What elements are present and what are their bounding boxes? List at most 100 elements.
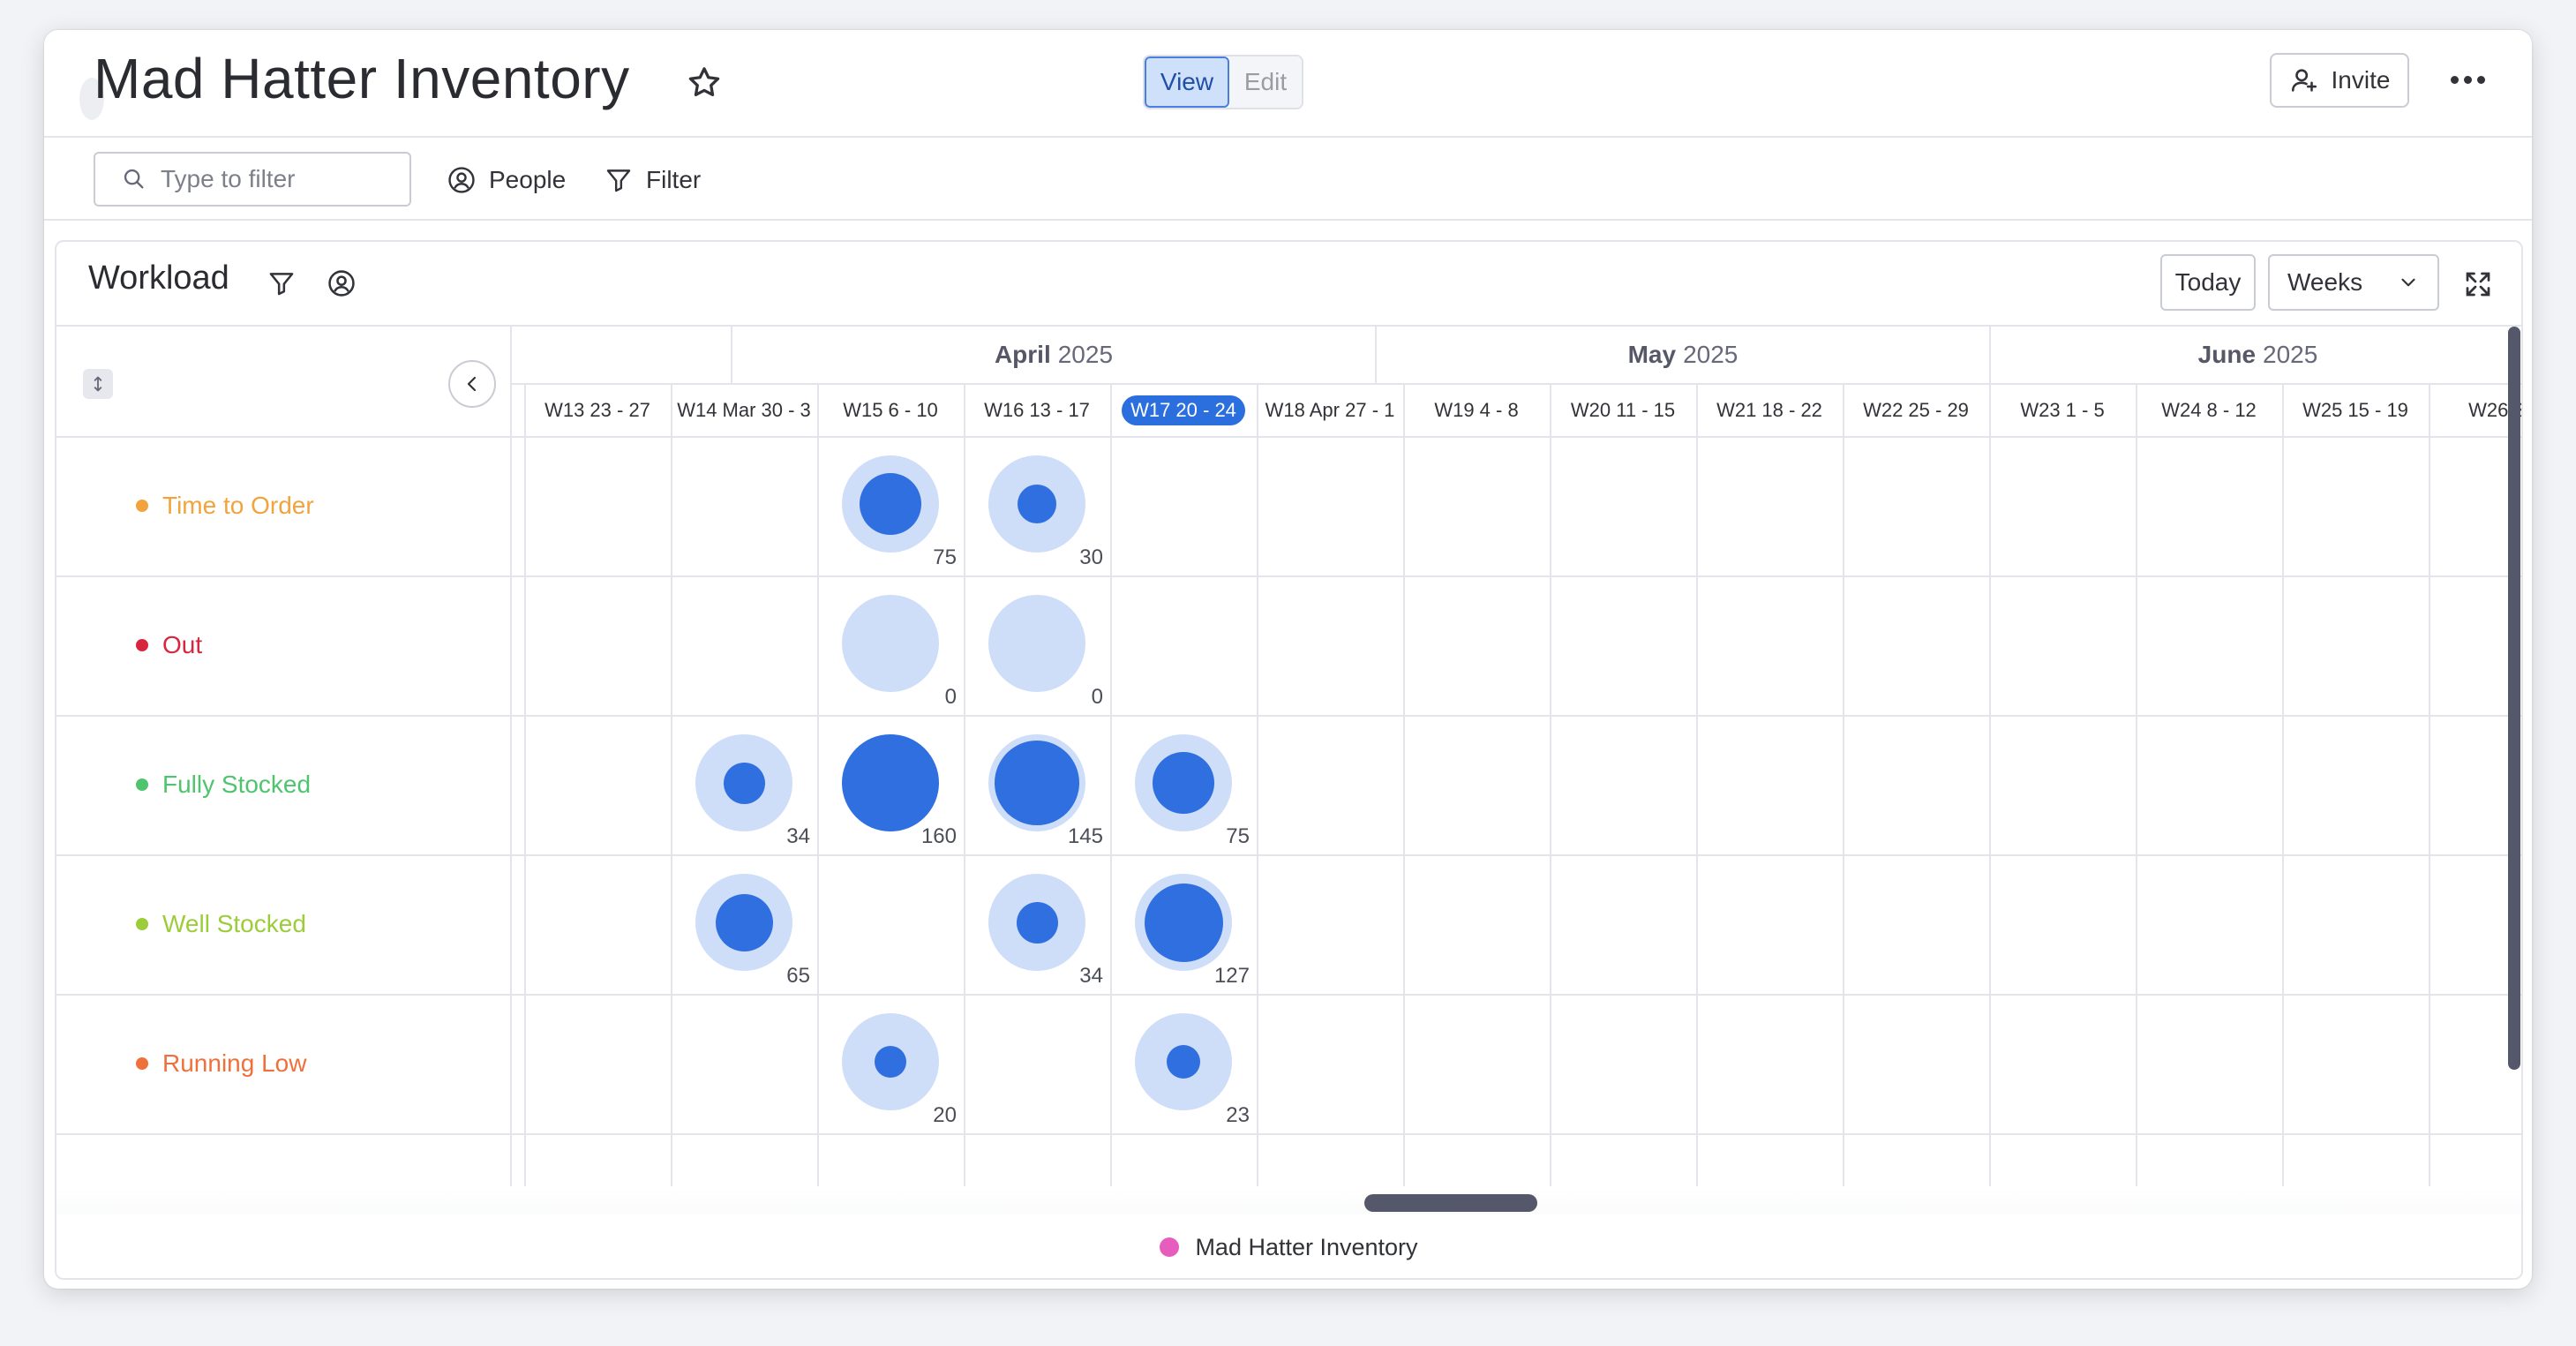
workload-bubble[interactable] xyxy=(695,874,792,971)
board-title[interactable]: Mad Hatter Inventory xyxy=(94,47,630,110)
workload-fill xyxy=(1018,485,1056,523)
workload-bubble[interactable] xyxy=(988,734,1085,831)
workload-fill xyxy=(1016,901,1058,944)
week-header[interactable]: W20 11 - 15 xyxy=(1550,385,1696,436)
workload-fill xyxy=(1144,883,1223,962)
filter-icon xyxy=(606,169,631,192)
filter-button[interactable]: Filter xyxy=(604,161,701,199)
collapse-panel-button[interactable] xyxy=(448,360,496,408)
workload-value: 0 xyxy=(944,685,957,709)
filter-label: Filter xyxy=(646,166,702,193)
status-row-label[interactable]: Well Stocked xyxy=(136,854,306,994)
workload-bubble[interactable] xyxy=(842,1013,939,1110)
week-header[interactable]: W14 Mar 30 - 3 xyxy=(671,385,817,436)
chevron-left-icon xyxy=(467,376,477,392)
workload-bubble[interactable] xyxy=(1135,874,1232,971)
status-label: Out xyxy=(162,631,203,658)
week-label: W18 Apr 27 - 1 xyxy=(1265,399,1395,421)
status-row-label[interactable]: Time to Order xyxy=(136,436,314,575)
week-header[interactable]: W22 25 - 29 xyxy=(1843,385,1989,436)
status-label: Well Stocked xyxy=(162,910,306,937)
legend-label: Mad Hatter Inventory xyxy=(1195,1233,1418,1260)
row-divider xyxy=(56,994,2521,996)
people-button[interactable]: People xyxy=(447,161,566,199)
week-label: W16 13 - 17 xyxy=(984,399,1090,421)
column-line xyxy=(817,385,819,1186)
star-icon[interactable] xyxy=(685,64,724,102)
week-label: W22 25 - 29 xyxy=(1863,399,1969,421)
filter-input[interactable]: Type to filter xyxy=(94,152,411,207)
workload-bubble[interactable] xyxy=(988,455,1085,553)
week-label: W24 8 - 12 xyxy=(2161,399,2257,421)
invite-button[interactable]: Invite xyxy=(2270,53,2409,108)
workload-bubble[interactable] xyxy=(842,734,939,831)
view-button[interactable]: View xyxy=(1145,56,1229,108)
workload-value: 75 xyxy=(1226,824,1250,848)
workload-widget: Workload Today Weeks xyxy=(55,240,2523,1280)
status-row-label[interactable]: Running Low xyxy=(136,994,306,1133)
workload-bubble[interactable] xyxy=(695,734,792,831)
week-header[interactable]: W15 6 - 10 xyxy=(817,385,964,436)
horizontal-scrollbar[interactable] xyxy=(1364,1194,1537,1212)
today-button[interactable]: Today xyxy=(2160,254,2256,311)
week-header[interactable]: W13 23 - 27 xyxy=(524,385,671,436)
column-line xyxy=(1696,385,1698,1186)
row-header-area xyxy=(56,327,510,436)
vertical-scrollbar[interactable] xyxy=(2508,327,2520,1070)
week-header[interactable]: W16 13 - 17 xyxy=(964,385,1110,436)
workload-bubble[interactable] xyxy=(1135,1013,1232,1110)
week-label: W14 Mar 30 - 3 xyxy=(677,399,811,421)
column-line xyxy=(671,385,672,1186)
status-row-label[interactable]: Fully Stocked xyxy=(136,715,311,854)
row-divider xyxy=(56,1133,2521,1135)
workload-bubble[interactable] xyxy=(842,455,939,553)
person-circle-icon[interactable] xyxy=(327,268,357,298)
month-header: April 2025 xyxy=(731,327,1375,383)
add-user-icon xyxy=(2291,69,2317,92)
workload-fill xyxy=(715,893,773,951)
people-label: People xyxy=(489,166,567,193)
board-header: Mad Hatter Inventory View Edit Invite xyxy=(44,30,2532,138)
status-row-label[interactable]: Out xyxy=(136,575,202,715)
workload-fill xyxy=(723,762,765,804)
workload-value: 20 xyxy=(933,1103,957,1127)
sort-icon[interactable] xyxy=(83,369,113,399)
workload-value: 75 xyxy=(933,545,957,569)
status-color-dot xyxy=(136,639,148,651)
months-divider xyxy=(510,383,2521,385)
status-color-dot xyxy=(136,500,148,512)
week-header[interactable]: W23 1 - 5 xyxy=(1989,385,2136,436)
more-options-icon[interactable] xyxy=(2445,62,2490,97)
workload-value: 145 xyxy=(1067,824,1103,848)
workload-value: 34 xyxy=(1079,964,1103,988)
column-line xyxy=(524,385,526,1186)
week-header[interactable]: W24 8 - 12 xyxy=(2136,385,2282,436)
time-scale-select[interactable]: Weeks xyxy=(2268,254,2439,311)
week-header[interactable]: W19 4 - 8 xyxy=(1403,385,1550,436)
week-header[interactable]: W25 15 - 19 xyxy=(2282,385,2429,436)
week-label: W23 1 - 5 xyxy=(2020,399,2105,421)
workload-bubble[interactable] xyxy=(842,595,939,692)
week-label: W21 18 - 22 xyxy=(1716,399,1822,421)
search-icon xyxy=(124,169,144,189)
week-header[interactable]: W18 Apr 27 - 1 xyxy=(1257,385,1403,436)
status-label: Running Low xyxy=(162,1049,307,1077)
workload-bubble[interactable] xyxy=(988,595,1085,692)
workload-bubble[interactable] xyxy=(1135,734,1232,831)
workload-fill xyxy=(875,1046,906,1078)
week-header[interactable]: W21 18 - 22 xyxy=(1696,385,1843,436)
week-header[interactable]: W17 20 - 24 xyxy=(1110,385,1257,436)
status-color-dot xyxy=(136,918,148,930)
workload-value: 30 xyxy=(1079,545,1103,569)
workload-bubble[interactable] xyxy=(988,874,1085,971)
invite-label: Invite xyxy=(2331,66,2391,94)
chevron-down-icon xyxy=(2401,278,2415,287)
workload-value: 0 xyxy=(1091,685,1103,709)
row-divider xyxy=(56,575,2521,577)
edit-button[interactable]: Edit xyxy=(1229,56,1302,108)
column-line xyxy=(1403,385,1405,1186)
workload-value: 34 xyxy=(786,824,810,848)
status-label: Time to Order xyxy=(162,492,314,519)
filter-icon[interactable] xyxy=(267,268,297,298)
fullscreen-icon[interactable] xyxy=(2462,268,2494,300)
